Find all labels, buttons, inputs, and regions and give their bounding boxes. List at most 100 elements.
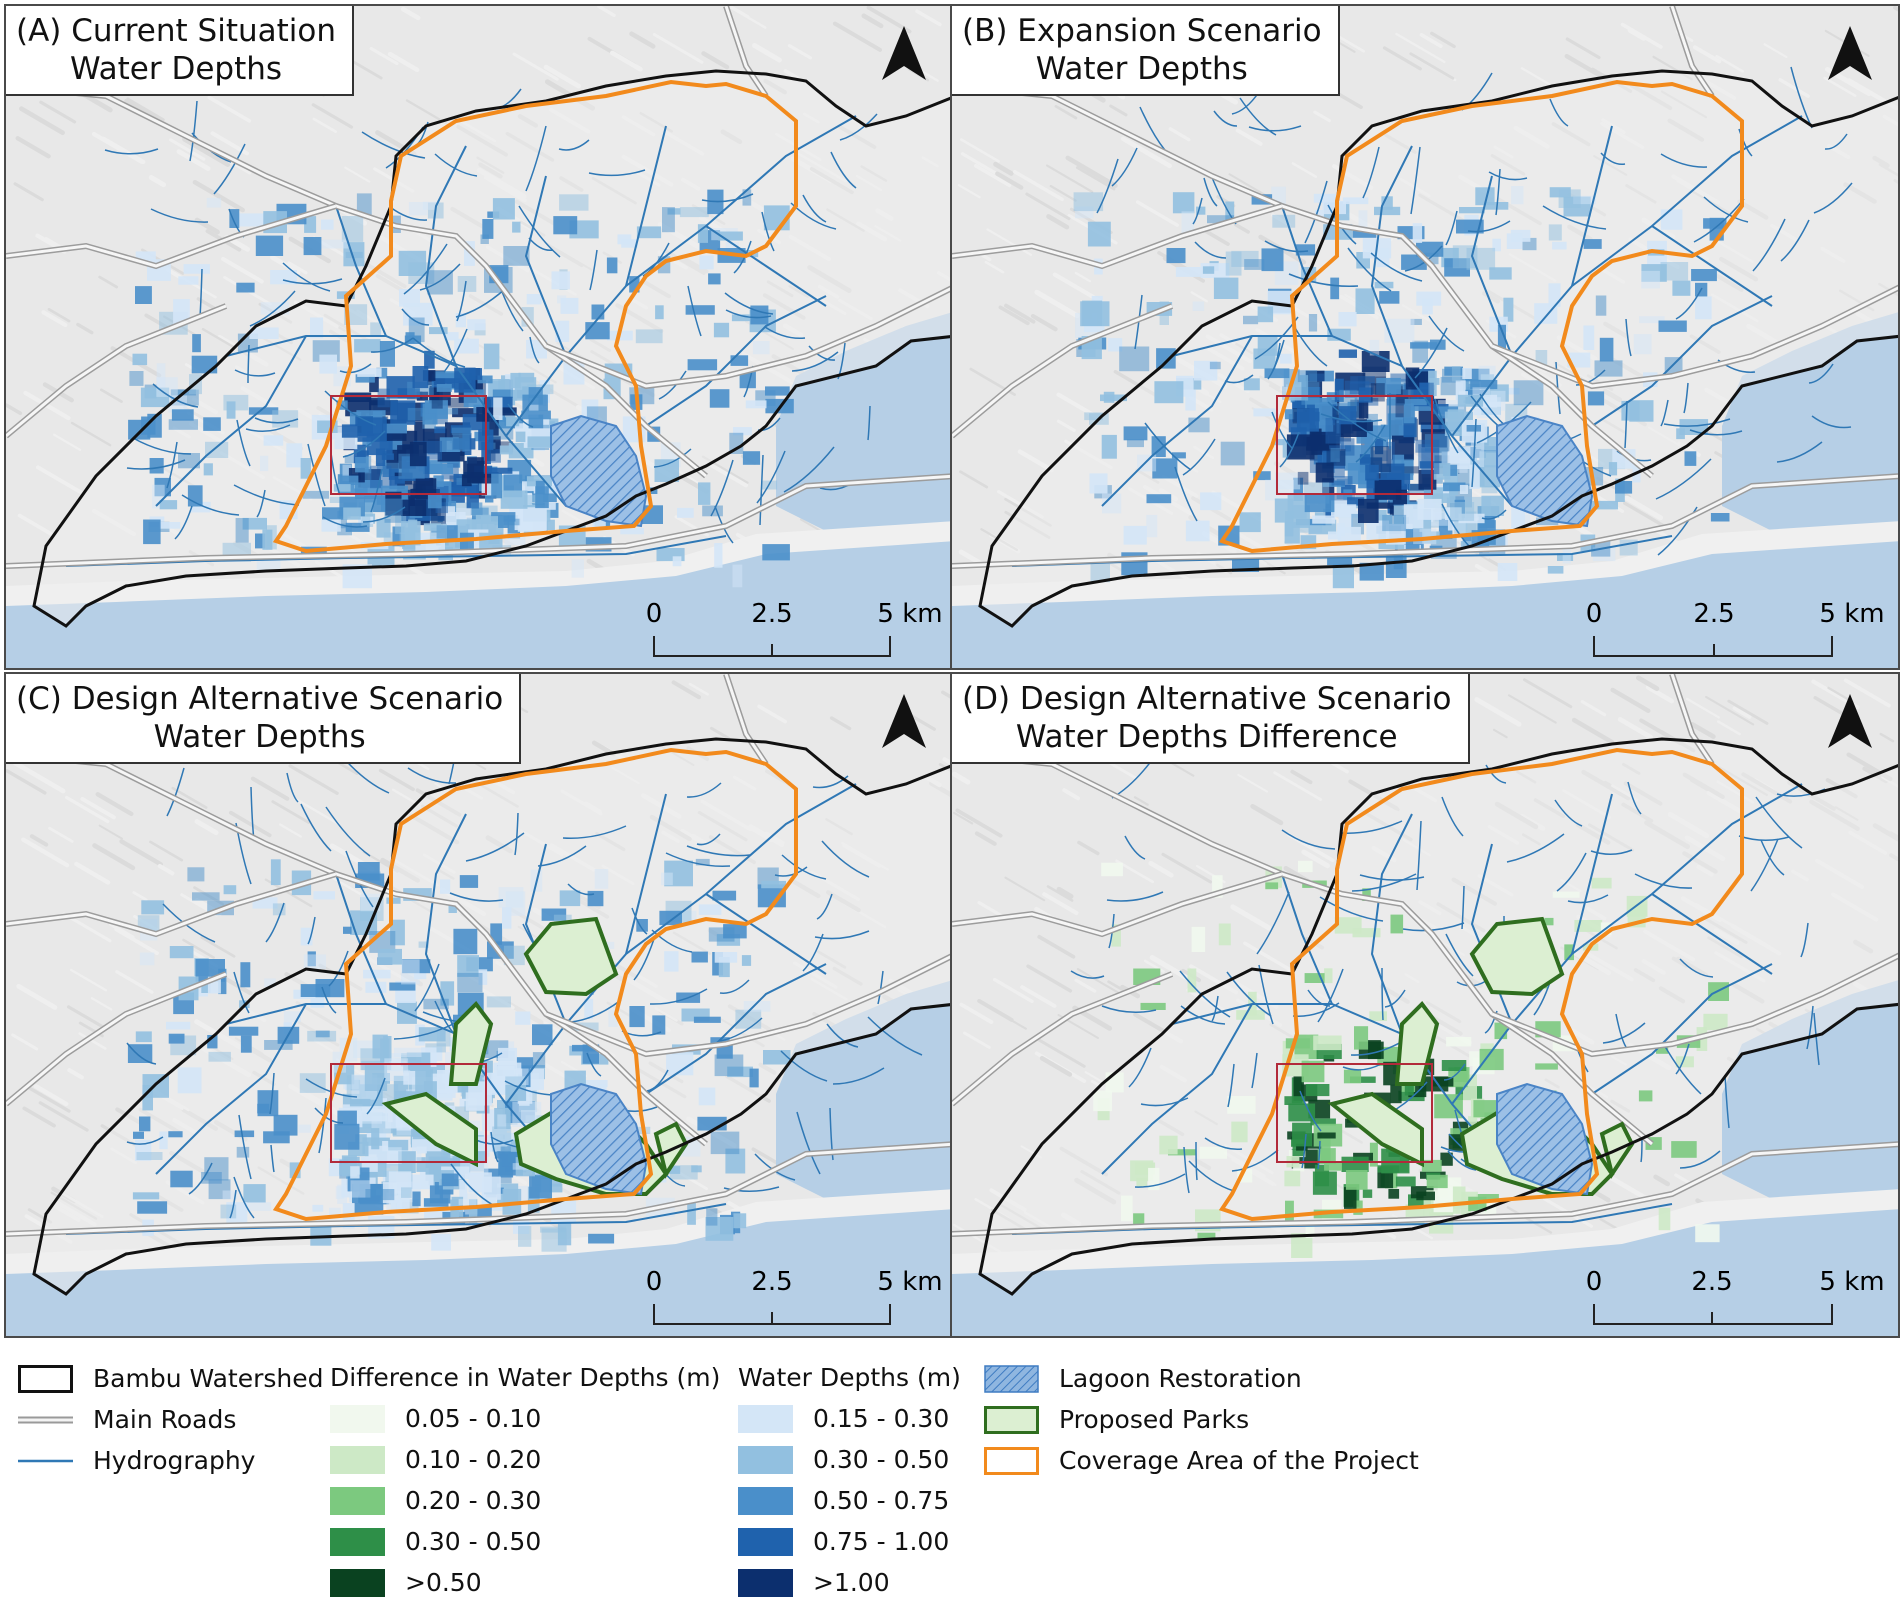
legend-label: >0.50 — [405, 1568, 482, 1597]
hillshade-stroke — [169, 138, 206, 161]
flood-cell — [260, 455, 269, 472]
flood-cell — [551, 271, 570, 290]
road — [1670, 6, 1714, 97]
hillshade-stroke — [1290, 769, 1313, 785]
flood-cell — [493, 397, 503, 420]
stream — [1651, 893, 1773, 975]
flood-cell — [243, 1184, 266, 1203]
hillshade-stroke — [1230, 904, 1272, 931]
flood-cell — [1243, 315, 1259, 325]
flood-cell — [1243, 378, 1260, 391]
flood-cell — [388, 468, 399, 480]
flood-cell — [729, 432, 744, 454]
hillshade-stroke — [33, 1084, 69, 1107]
hillshade-stroke — [1034, 289, 1080, 319]
flood-cell — [1304, 973, 1325, 983]
hillshade-stroke — [19, 106, 65, 136]
map-panel-d: (D) Design Alternative Scenario Water De… — [950, 672, 1900, 1338]
stream — [1192, 197, 1203, 225]
flood-cell — [173, 299, 190, 325]
flood-cell — [256, 560, 281, 573]
flood-cell — [1595, 295, 1607, 316]
flood-cell — [234, 1130, 255, 1138]
flood-cell — [697, 224, 708, 243]
map-canvas — [6, 674, 952, 1336]
inset-box — [330, 1063, 487, 1163]
depth-swatch-icon — [738, 1527, 793, 1556]
flood-cell — [1548, 224, 1562, 241]
hillshade-stroke — [207, 95, 252, 123]
legend-item-watershed: Bambu Watershed — [18, 1358, 324, 1399]
flood-cell — [432, 1046, 443, 1061]
flood-cell — [491, 472, 502, 499]
flood-cell — [1447, 409, 1465, 431]
flood-cell — [502, 907, 512, 929]
flood-cell — [389, 982, 416, 991]
road — [6, 872, 337, 936]
stream — [1663, 418, 1731, 427]
flood-cell — [350, 1166, 360, 1179]
hillshade-stroke — [22, 1106, 56, 1128]
flood-cell — [1544, 917, 1554, 926]
stream — [1481, 509, 1507, 520]
hillshade-stroke — [13, 182, 44, 202]
flood-cell — [1392, 435, 1414, 461]
flood-cell — [264, 1040, 293, 1050]
flood-cell — [708, 273, 721, 285]
flood-cell — [571, 559, 584, 578]
flood-cell — [1285, 1200, 1294, 1227]
flood-cell — [750, 305, 769, 325]
stream — [1211, 995, 1219, 1022]
flood-cell — [240, 1035, 252, 1053]
stream — [1488, 171, 1528, 181]
flood-cell — [1412, 223, 1423, 243]
flood-cell — [459, 875, 479, 888]
flood-cell — [392, 1130, 421, 1137]
hillshade-stroke — [47, 308, 71, 323]
flood-cell — [1102, 493, 1122, 514]
stream — [567, 883, 595, 896]
stream — [424, 145, 567, 507]
flood-cell — [1330, 277, 1340, 300]
road — [6, 972, 227, 1106]
hillshade-stroke — [38, 1101, 89, 1132]
flood-cell — [662, 207, 675, 233]
stream — [837, 342, 846, 380]
hillshade-stroke — [1046, 885, 1074, 902]
hillshade-stroke — [1763, 43, 1788, 59]
stream — [455, 288, 506, 318]
stream — [1554, 799, 1583, 827]
flood-cell — [365, 981, 387, 993]
flood-cells — [1073, 186, 1730, 589]
flood-cell — [1433, 1186, 1453, 1213]
flood-cell — [1227, 1096, 1256, 1114]
hillshade-stroke — [1013, 170, 1064, 202]
stream — [686, 782, 722, 798]
stream — [1351, 873, 1417, 892]
stream — [339, 363, 372, 374]
flood-cell — [244, 1202, 272, 1211]
flood-cell — [337, 1184, 347, 1204]
flood-cell — [712, 952, 723, 976]
stream — [812, 775, 849, 789]
flood-cell — [222, 1190, 238, 1200]
flood-cell — [429, 523, 447, 542]
flood-cell — [1354, 1026, 1369, 1050]
legend-label: 0.15 - 0.30 — [813, 1404, 950, 1433]
stream — [126, 459, 186, 470]
stream — [1171, 335, 1403, 367]
north-arrow-icon — [1828, 26, 1872, 80]
flood-cell — [431, 1234, 451, 1251]
flood-cell — [451, 427, 472, 435]
hillshade-stroke — [861, 13, 884, 29]
road — [952, 872, 1283, 936]
flood-cell — [1297, 370, 1318, 383]
stream — [802, 194, 827, 223]
flood-cell — [303, 237, 322, 256]
flood-cell — [1457, 394, 1484, 407]
flood-cell — [1632, 467, 1641, 483]
flood-cell — [1469, 464, 1480, 489]
flood-cell — [192, 334, 201, 353]
flood-cell — [693, 1016, 721, 1023]
flood-cell — [1459, 484, 1468, 494]
